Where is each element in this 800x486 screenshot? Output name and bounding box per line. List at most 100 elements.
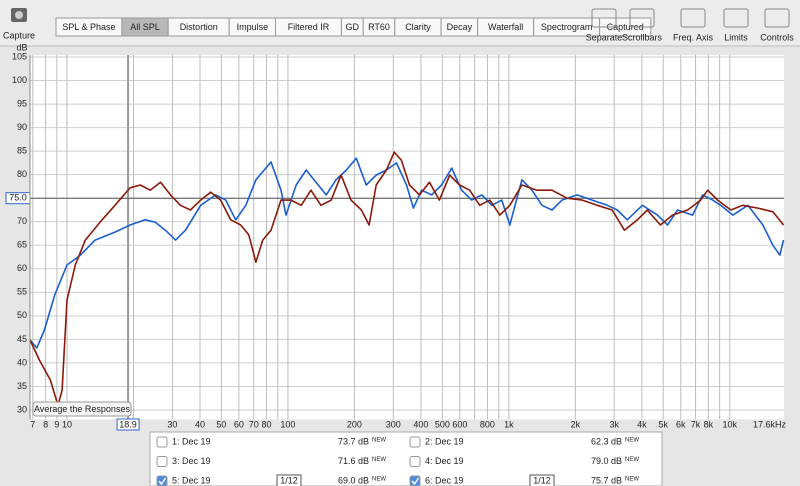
y-tick-label: 90 <box>17 122 27 132</box>
tool-icon[interactable] <box>764 8 790 28</box>
measurement-panel <box>149 431 663 486</box>
new-badge: NEW <box>372 477 386 483</box>
y-tick-label: 80 <box>17 169 27 179</box>
tab-label: Waterfall <box>488 22 523 32</box>
new-badge: NEW <box>372 457 386 463</box>
y-tick-label: 40 <box>17 357 27 367</box>
tab-label: RT60 <box>368 22 390 32</box>
tool-icon[interactable] <box>723 8 749 28</box>
tab-label: Captured <box>607 22 644 32</box>
tab-label: Decay <box>447 22 473 32</box>
y-tick-label: 45 <box>17 334 27 344</box>
tab-label: Filtered IR <box>288 22 330 32</box>
x-tick-label: 30 <box>167 419 177 429</box>
new-badge: NEW <box>625 457 639 463</box>
x-tick-label: 50 <box>216 419 226 429</box>
cursor-y-label: 75.0 <box>9 193 27 203</box>
x-tick-label: 60 <box>234 419 244 429</box>
smoothing-box[interactable] <box>529 474 555 486</box>
x-tick-label: 80 <box>262 419 272 429</box>
y-axis-label: dB <box>16 42 27 52</box>
measurement-label: 4: Dec 19 <box>425 456 464 466</box>
checkbox[interactable] <box>156 436 168 448</box>
y-tick-label: 95 <box>17 98 27 108</box>
cursor-x-box <box>116 418 140 431</box>
new-badge: NEW <box>625 477 639 483</box>
average-button[interactable] <box>32 401 132 417</box>
measurement-label: 1: Dec 19 <box>172 436 211 446</box>
x-tick-label: 800 <box>480 419 495 429</box>
tab-label: Impulse <box>237 22 269 32</box>
tool-label: Scrollbars <box>622 32 663 42</box>
measurement-label: 5: Dec 19 <box>172 475 211 485</box>
x-tick-label: 70 <box>249 419 259 429</box>
checkbox[interactable] <box>156 456 168 467</box>
tool-label: Freq. Axis <box>673 32 714 42</box>
x-tick-label: 10k <box>723 419 738 429</box>
capture-label: Capture <box>3 30 35 40</box>
tab-label: GD <box>346 22 360 32</box>
smoothing-label: 1/12 <box>533 475 551 485</box>
measurement-level: 75.7 dB <box>591 475 622 485</box>
tool-label: Limits <box>724 32 748 42</box>
y-tick-label: 35 <box>17 381 27 391</box>
y-tick-label: 50 <box>17 310 27 320</box>
measurement-label: 3: Dec 19 <box>172 456 211 466</box>
measurement-level: 71.6 dB <box>338 456 369 466</box>
x-tick-label: 2k <box>571 419 581 429</box>
y-tick-label: 60 <box>17 263 27 273</box>
plot-area <box>30 55 784 420</box>
smoothing-box[interactable] <box>276 474 302 486</box>
x-tick-label: 4k <box>637 419 647 429</box>
y-tick-label: 105 <box>12 51 27 61</box>
tab-label: SPL & Phase <box>62 22 115 32</box>
tab-label: Spectrogram <box>541 22 593 32</box>
measurement-label: 2: Dec 19 <box>425 436 464 446</box>
tool-icon[interactable] <box>591 8 617 28</box>
x-tick-label: 8k <box>704 419 714 429</box>
measurement-level: 69.0 dB <box>338 475 369 485</box>
x-tick-label: 1k <box>504 419 514 429</box>
y-tick-label: 55 <box>17 287 27 297</box>
measurement-level: 62.3 dB <box>591 436 622 446</box>
y-tick-label: 65 <box>17 240 27 250</box>
measurement-label: 6: Dec 19 <box>425 475 464 485</box>
x-tick-label: 3k <box>609 419 619 429</box>
x-tick-label: 40 <box>195 419 205 429</box>
x-tick-label: 6k <box>676 419 686 429</box>
checkmark <box>411 477 420 486</box>
y-tick-label: 85 <box>17 146 27 156</box>
x-tick-label: 10 <box>62 419 72 429</box>
x-tick-label: 9 <box>54 419 59 429</box>
x-tick-label: 200 <box>347 419 362 429</box>
tool-icon[interactable] <box>629 8 655 28</box>
x-tick-label: 300 <box>386 419 401 429</box>
capture-lens <box>15 11 23 19</box>
x-tick-label: 500 <box>435 419 450 429</box>
tool-label: Separate <box>586 32 623 42</box>
spl-curve <box>29 157 785 349</box>
x-tick-label: 5k <box>659 419 669 429</box>
x-tick-label: 100 <box>280 419 295 429</box>
x-tick-label: 8 <box>43 419 48 429</box>
measurement-level: 73.7 dB <box>338 436 369 446</box>
checkbox[interactable] <box>409 456 421 467</box>
checkmark <box>158 477 167 486</box>
x-tick-label: 17.6kHz <box>753 419 787 429</box>
y-tick-label: 100 <box>12 75 27 85</box>
tab-label: All SPL <box>130 22 160 32</box>
x-tick-label: 600 <box>452 419 467 429</box>
checkbox[interactable] <box>409 436 421 448</box>
x-tick-label: 7 <box>30 419 35 429</box>
x-tick-label: 7k <box>691 419 701 429</box>
tab-label: Clarity <box>405 22 431 32</box>
new-badge: NEW <box>625 438 639 444</box>
new-badge: NEW <box>372 438 386 444</box>
y-tick-label: 70 <box>17 216 27 226</box>
tab-label: Distortion <box>180 22 218 32</box>
cursor-x-label: 18.9 <box>119 419 137 429</box>
capture-button[interactable]: Capture <box>3 8 35 40</box>
tool-icon[interactable] <box>680 8 706 28</box>
average-button-label: Average the Responses <box>34 404 130 414</box>
